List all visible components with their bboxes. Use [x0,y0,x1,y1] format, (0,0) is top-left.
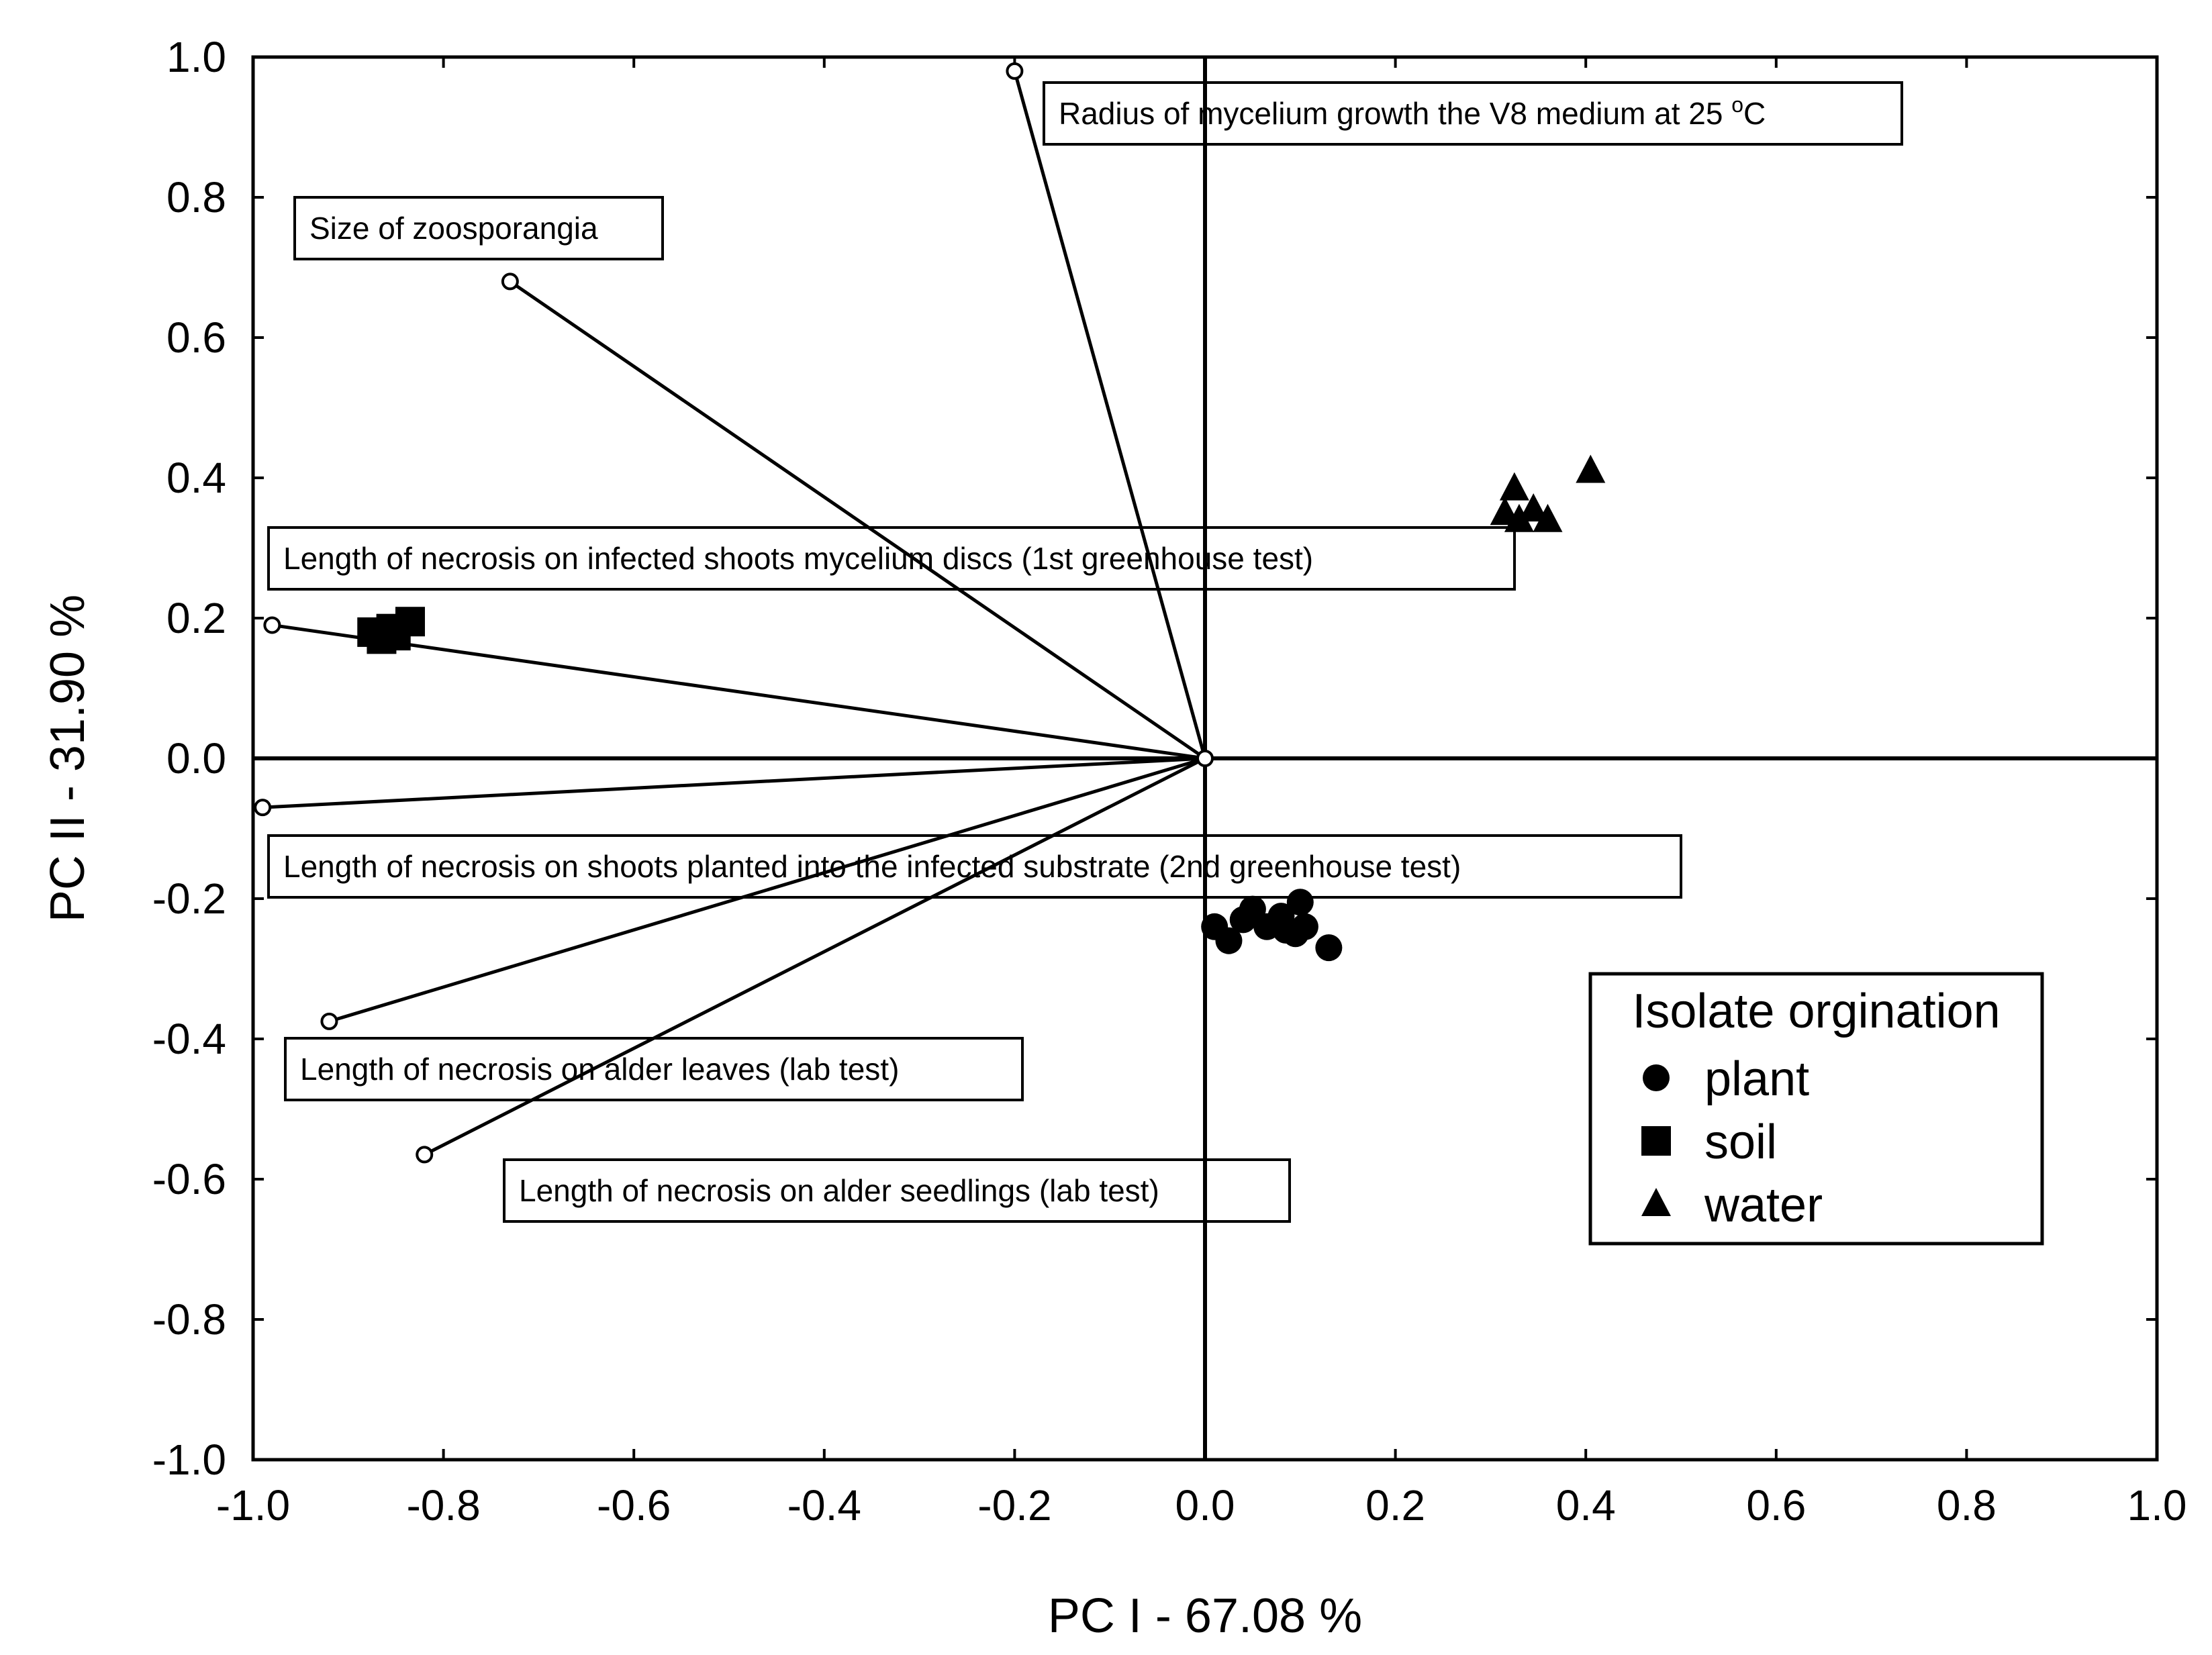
legend-plant-label: plant [1704,1052,1809,1106]
x-tick-label: -0.2 [977,1481,1051,1529]
legend-soil-marker [1641,1126,1671,1156]
plant-point [1215,927,1243,954]
legend-frame [1588,972,2044,1246]
vector-label-box: Length of necrosis on shoots planted int… [267,834,1682,899]
y-tick-label: 0.8 [166,173,226,221]
water-point [1519,493,1549,522]
loading-vector [328,756,1206,1023]
water-point [1504,503,1534,532]
vector-endpoint [1006,62,1024,80]
label-frame [284,1037,1024,1101]
label-frame [267,834,1682,899]
loading-vectors [254,62,1214,1164]
plant-point [1315,934,1343,962]
vector-label: Length of necrosis on shoots planted int… [283,849,1461,884]
water-point [1533,503,1563,532]
legend-plant-marker [1643,1064,1670,1091]
label-frame [293,196,664,260]
vector-label-box: Size of zoosporangia [293,196,664,260]
x-tick-label: 0.6 [1746,1481,1806,1529]
plant-point [1291,913,1318,940]
y-tick-label: -0.4 [152,1015,226,1063]
x-tick-label: -1.0 [216,1481,290,1529]
vector-labels: Radius of mycelium growth the V8 medium … [267,81,1903,1223]
y-tick-label: -1.0 [152,1436,226,1484]
axes: -1.0 -0.8 -0.6 -0.4 -0.2 0.0 0.2 0.4 0.6 0.8 1.0 1.… [152,33,2187,1529]
vector-label: Length of necrosis on alder seedlings (l… [519,1173,1159,1208]
loading-vector [262,756,1206,809]
water-point [1576,454,1606,483]
x-tick-label: -0.6 [597,1481,671,1529]
loading-vector [424,756,1206,1156]
loading-vector [1012,70,1207,759]
soil-point [395,607,425,637]
y-tick-label: -0.2 [152,874,226,923]
x-tick-label: 0.0 [1175,1481,1235,1529]
vector-label: Length of necrosis on infected shoots my… [283,541,1313,576]
y-tick-label: 0.6 [166,313,226,362]
label-frame [503,1158,1291,1223]
x-tick-label: 0.2 [1365,1481,1425,1529]
water-point [1499,472,1529,501]
legend-soil-label: soil [1704,1115,1777,1169]
legend-title: Isolate orgination [1632,985,2000,1038]
y-tick-label: 1.0 [166,33,226,81]
x-axis-title: PC I - 67.08 % [1048,1589,1362,1643]
origin-marker [1196,750,1214,767]
plant-point [1286,889,1314,916]
vector-label-box: Radius of mycelium growth the V8 medium … [1043,81,1903,146]
y-tick-label: 0.2 [166,594,226,642]
x-tick-label: -0.4 [787,1481,861,1529]
vector-endpoint [501,272,519,291]
y-tick-label: 0.0 [166,734,226,783]
y-tick-label: -0.6 [152,1155,226,1203]
loading-vector [509,280,1206,760]
data-points [357,454,1606,962]
vector-endpoint [416,1146,434,1164]
vector-label: Size of zoosporangia [309,211,598,246]
vector-label: Length of necrosis on alder leaves (lab … [300,1052,899,1087]
label-frame [267,526,1516,591]
x-tick-label: 0.4 [1556,1481,1616,1529]
legend: Isolate orgination plant soil water [1588,972,2044,1246]
vector-label-box: Length of necrosis on infected shoots my… [267,526,1516,591]
vector-endpoint [320,1012,338,1030]
legend-water-label: water [1704,1178,1823,1232]
x-tick-label: 0.8 [1937,1481,1997,1529]
vector-endpoint [263,616,281,634]
y-tick-label: -0.8 [152,1295,226,1344]
y-tick-label: 0.4 [166,454,226,502]
vector-endpoint [254,799,272,817]
x-tick-label: 1.0 [2127,1481,2187,1529]
vector-label-box: Length of necrosis on alder leaves (lab … [284,1037,1024,1101]
loading-vector [272,623,1206,760]
vector-label-box: Length of necrosis on alder seedlings (l… [503,1158,1291,1223]
vector-label: Radius of mycelium growth the V8 medium … [1059,93,1766,131]
y-axis-title: PC II - 31.90 % [41,595,95,922]
label-frame [1043,81,1903,146]
legend-water-marker [1641,1188,1671,1216]
x-tick-label: -0.8 [406,1481,480,1529]
